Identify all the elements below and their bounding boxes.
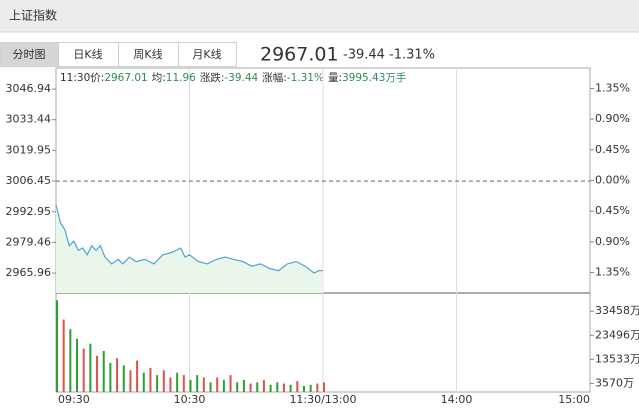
volume-bar bbox=[122, 365, 125, 392]
y2-tick-label: 0.90% bbox=[595, 235, 630, 248]
y-tick-label: 3570万 bbox=[595, 376, 634, 389]
volume-bar bbox=[169, 377, 172, 392]
volume-bar bbox=[262, 379, 265, 392]
tab[interactable] bbox=[118, 42, 179, 67]
volume-bar bbox=[69, 329, 72, 392]
volume-bar bbox=[89, 343, 92, 392]
volume-bar bbox=[216, 377, 219, 392]
y-tick-label: 3046.94 bbox=[6, 82, 52, 95]
y-tick-label: 2965.96 bbox=[6, 266, 52, 279]
tab-label[interactable]: 月K线 bbox=[192, 47, 221, 61]
tab-label[interactable]: 周K线 bbox=[133, 47, 162, 61]
volume-bar bbox=[196, 375, 199, 392]
volume-bar bbox=[142, 372, 145, 392]
volume-bar bbox=[282, 383, 285, 392]
volume-bar bbox=[109, 363, 112, 392]
y-tick-label: 33458万 bbox=[595, 304, 639, 317]
y-tick-label: 2979.46 bbox=[6, 235, 52, 248]
quote-change: -39.44 bbox=[343, 48, 385, 63]
tab-label[interactable]: 分时图 bbox=[13, 48, 46, 61]
volume-bar bbox=[249, 383, 252, 392]
volume-bar bbox=[129, 370, 132, 392]
tab-label[interactable]: 日K线 bbox=[73, 47, 102, 61]
y-tick-label: 13533万 bbox=[595, 352, 639, 365]
volume-bar bbox=[256, 382, 259, 392]
volume-bar bbox=[209, 382, 212, 392]
volume-bar bbox=[236, 382, 239, 392]
info-label: 涨幅: bbox=[262, 71, 287, 84]
info-value: -1.31% bbox=[287, 72, 324, 84]
info-value: 11.96 bbox=[166, 72, 196, 84]
tab[interactable] bbox=[178, 42, 237, 67]
x-tick-label: 14:00 bbox=[441, 393, 473, 406]
info-label: 价: bbox=[90, 72, 104, 84]
y-tick-label: 3006.45 bbox=[6, 174, 52, 187]
x-tick-label: 10:30 bbox=[174, 393, 206, 406]
x-tick-label: 09:30 bbox=[58, 393, 90, 406]
volume-bar bbox=[202, 377, 205, 392]
info-label: 量: bbox=[328, 72, 342, 84]
volume-bar bbox=[182, 375, 185, 392]
quote-change-pct: -1.31% bbox=[389, 48, 435, 63]
volume-bar bbox=[222, 379, 225, 392]
info-label: 涨跌: bbox=[200, 71, 225, 84]
header-title: 上证指数 bbox=[9, 8, 57, 23]
volume-bar bbox=[156, 375, 159, 392]
volume-bar bbox=[136, 360, 139, 392]
y2-tick-label: 0.45% bbox=[595, 143, 630, 156]
y-tick-label: 2992.95 bbox=[6, 205, 52, 218]
volume-bar bbox=[149, 367, 152, 392]
volume-bar bbox=[189, 379, 192, 392]
volume-bar bbox=[323, 382, 325, 392]
y-tick-label: 3019.95 bbox=[6, 143, 52, 156]
volume-bar bbox=[116, 358, 119, 392]
tab[interactable] bbox=[0, 42, 59, 67]
price-area bbox=[56, 204, 323, 293]
volume-bar bbox=[242, 379, 245, 392]
volume-bar bbox=[176, 372, 179, 392]
info-value: 2967.01 bbox=[104, 72, 147, 84]
volume-bar bbox=[269, 384, 272, 392]
y2-tick-label: 1.35% bbox=[595, 81, 630, 94]
y2-tick-label: 0.90% bbox=[595, 112, 630, 125]
volume-bar bbox=[162, 370, 165, 392]
volume-bar bbox=[289, 384, 292, 392]
x-tick-label: 15:00 bbox=[558, 393, 590, 406]
volume-bar bbox=[76, 338, 79, 392]
y2-tick-label: 0.45% bbox=[595, 204, 630, 217]
info-value: 3995.43万手 bbox=[342, 71, 406, 84]
volume-bar bbox=[102, 350, 105, 392]
info-row: 11:30价:2967.01 均:11.96 涨跌:-39.44 涨幅:-1.31% 量… bbox=[60, 71, 406, 84]
volume-bar bbox=[229, 375, 232, 392]
volume-bar bbox=[309, 384, 312, 392]
volume-bar bbox=[96, 355, 99, 392]
quote-price: 2967.01 bbox=[260, 44, 339, 66]
y-tick-label: 23496万 bbox=[595, 328, 639, 341]
volume-bar bbox=[276, 382, 279, 392]
volume-bar bbox=[82, 348, 85, 392]
y-tick-label: 3033.44 bbox=[6, 113, 52, 126]
volume-bar bbox=[316, 383, 319, 392]
info-time: 11:30 bbox=[60, 72, 90, 84]
volume-bar bbox=[302, 385, 305, 392]
volume-bar bbox=[62, 319, 65, 392]
info-value: -39.44 bbox=[224, 72, 258, 84]
header-bar bbox=[0, 0, 639, 32]
volume-bar bbox=[296, 381, 299, 392]
volume-bar bbox=[56, 300, 58, 392]
x-tick-label: 11:30/13:00 bbox=[289, 393, 356, 406]
price-line bbox=[55, 204, 323, 274]
y2-tick-label: 0.00% bbox=[595, 174, 630, 187]
y2-tick-label: 1.35% bbox=[595, 266, 630, 279]
info-label: 均: bbox=[152, 72, 166, 84]
